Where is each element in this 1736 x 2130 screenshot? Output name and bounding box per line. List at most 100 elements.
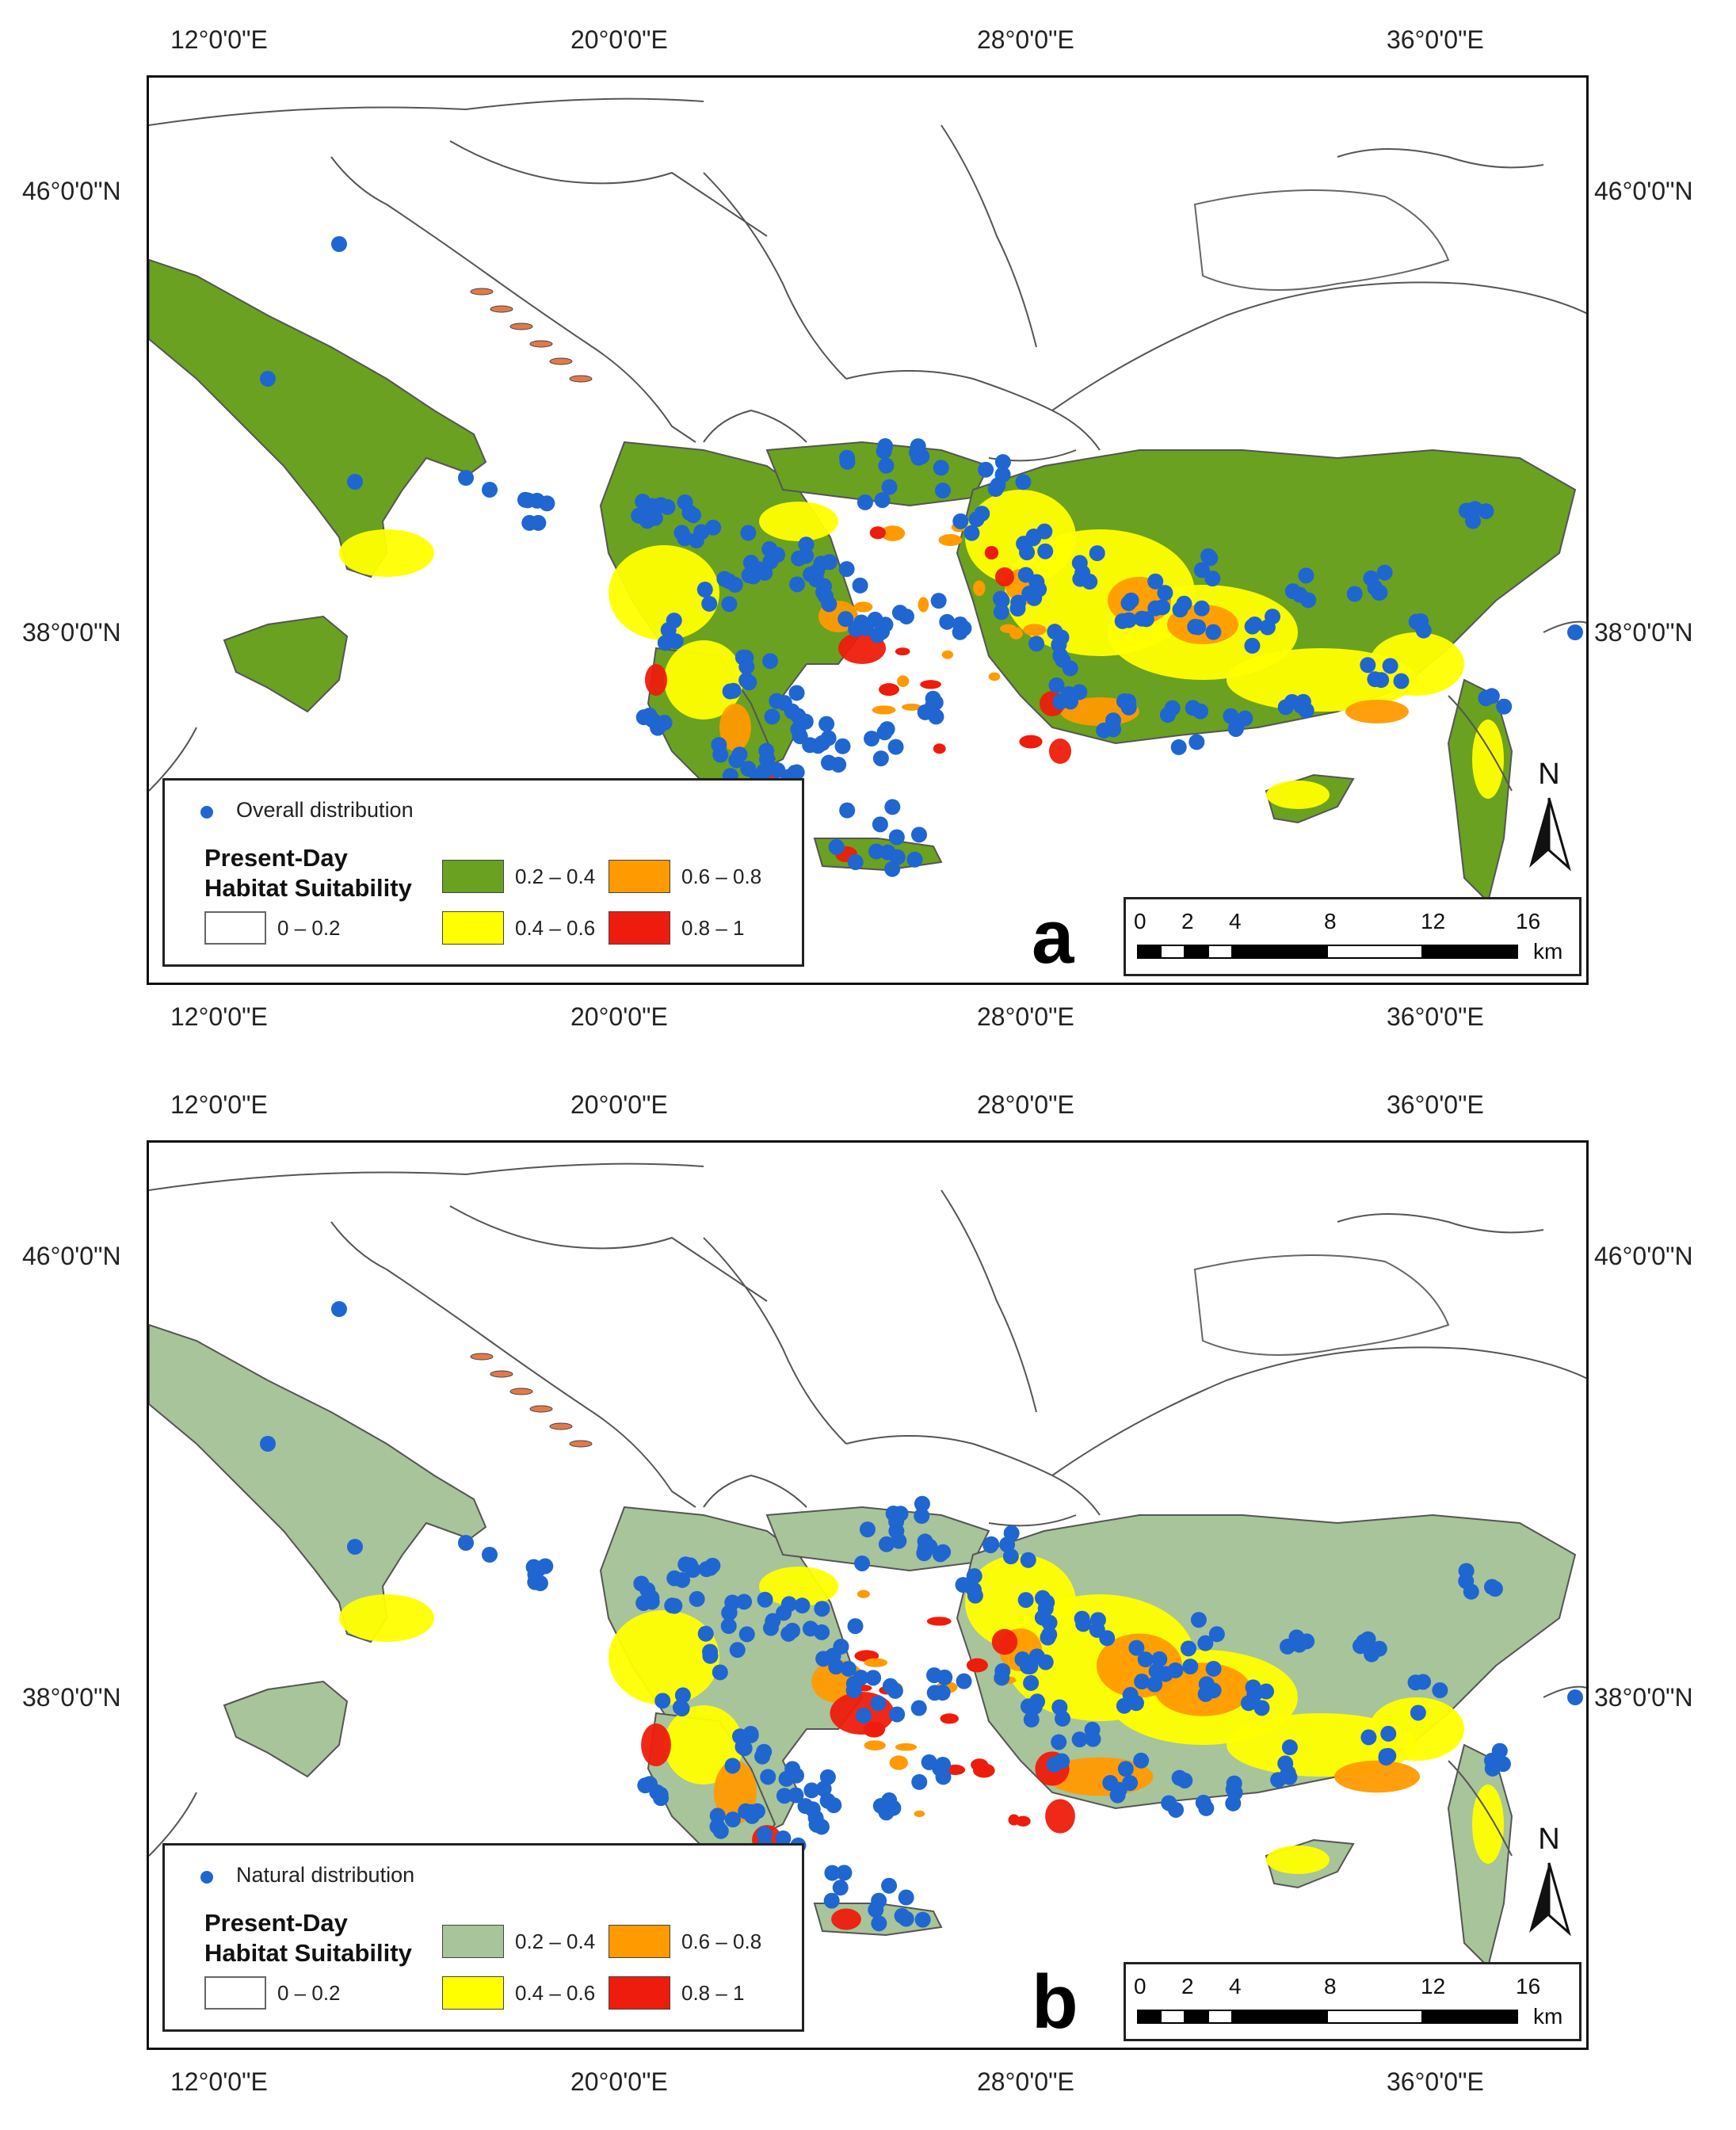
island xyxy=(864,1740,886,1751)
occurrence-point xyxy=(1037,1654,1054,1670)
occurrence-point xyxy=(527,1574,544,1590)
occurrence-point xyxy=(1037,1600,1054,1617)
occurrence-point xyxy=(877,616,894,633)
occurrence-point xyxy=(643,1594,660,1610)
occurrence-point xyxy=(1496,698,1513,715)
panel-letter: a xyxy=(1032,895,1074,979)
lon-label-bottom: 36°0'0"E xyxy=(1387,1002,1484,1031)
occurrence-point xyxy=(780,1596,797,1613)
occurrence-point xyxy=(1089,545,1105,562)
occurrence-point xyxy=(1147,573,1164,590)
occurrence-point xyxy=(926,1685,943,1701)
occurrence-point xyxy=(1102,1774,1119,1791)
occurrence-point xyxy=(821,596,837,613)
suitability-patch-yellow xyxy=(609,1610,719,1705)
suitability-region xyxy=(223,1680,349,1778)
scale-tick-label: 0 xyxy=(1134,1974,1147,1998)
occurrence-point xyxy=(917,1540,933,1557)
lon-label-top: 36°0'0"E xyxy=(1387,25,1484,54)
suitability-patch-yellow xyxy=(339,1594,434,1642)
occurrence-point xyxy=(672,1699,689,1716)
suitability-patch-red xyxy=(995,567,1014,586)
occurrence-point xyxy=(649,1784,666,1800)
legend-class-label: 0.4 – 0.6 xyxy=(515,1981,596,2005)
occurrence-point xyxy=(1148,1662,1165,1679)
occurrence-point xyxy=(731,746,748,763)
occurrence-point xyxy=(872,816,888,833)
island xyxy=(853,601,873,613)
island xyxy=(984,545,999,560)
country-border xyxy=(1448,695,1513,792)
occurrence-point xyxy=(789,576,806,593)
occurrence-point xyxy=(926,1667,943,1684)
map-canvas xyxy=(149,1162,1586,1968)
suitability-patch-yellow xyxy=(664,640,743,720)
occurrence-point xyxy=(1226,1775,1242,1792)
occurrence-point xyxy=(776,1788,792,1804)
occurrence-point xyxy=(711,737,727,754)
country-border xyxy=(449,1205,768,1302)
suitability-patch-orange xyxy=(1345,700,1409,723)
occurrence-point xyxy=(727,576,743,593)
country-border xyxy=(592,346,696,443)
occurrence-point xyxy=(1484,1760,1501,1777)
occurrence-point xyxy=(990,477,1006,494)
country-border xyxy=(1543,620,1586,633)
scale-segment xyxy=(1326,2010,1423,2024)
lat-label-left: 38°0'0"N xyxy=(22,1683,121,1712)
occurrence-point xyxy=(1023,1712,1040,1728)
occurrence-point xyxy=(644,498,661,514)
occurrence-point xyxy=(709,1818,726,1834)
island xyxy=(509,1388,533,1395)
occurrence-point xyxy=(828,838,845,855)
occurrence-point xyxy=(769,762,786,779)
island xyxy=(470,288,494,296)
occurrence-point xyxy=(823,1892,840,1909)
country-border xyxy=(1051,1475,1101,1516)
occurrence-point xyxy=(1020,1552,1036,1568)
scale-bar-graphic xyxy=(1137,945,1518,959)
occurrence-point xyxy=(704,1557,721,1574)
occurrence-point xyxy=(811,1817,828,1834)
occurrence-point xyxy=(914,1508,930,1525)
occurrence-point xyxy=(864,731,880,747)
occurrence-point xyxy=(260,1436,276,1452)
occurrence-point xyxy=(855,1708,872,1724)
legend-swatch xyxy=(609,860,670,893)
scale-segment xyxy=(1184,2010,1209,2024)
map-panel-b: 12°0'0"E 20°0'0"E 28°0'0"E 36°0'0"E 12°0'0"E… xyxy=(0,1065,1736,2130)
occurrence-point xyxy=(762,653,779,670)
occurrence-point xyxy=(260,371,276,387)
scale-unit: km xyxy=(1533,939,1563,964)
country-border xyxy=(1543,1685,1586,1698)
occurrence-point xyxy=(1204,571,1221,587)
island xyxy=(470,1353,494,1361)
occurrence-point xyxy=(664,1598,681,1614)
country-border xyxy=(1448,1760,1513,1857)
occurrence-point xyxy=(788,764,805,781)
island xyxy=(920,680,941,689)
occurrence-point xyxy=(1190,619,1207,636)
occurrence-point xyxy=(914,1495,930,1512)
occurrence-point xyxy=(1151,1651,1168,1667)
occurrence-point xyxy=(928,708,944,725)
occurrence-point xyxy=(952,616,968,633)
occurrence-point xyxy=(889,1706,906,1723)
island xyxy=(933,743,946,754)
lat-label-right: 38°0'0"N xyxy=(1594,618,1693,647)
occurrence-point xyxy=(1105,712,1122,729)
occurrence-point xyxy=(820,754,837,771)
suitability-patch-orange xyxy=(1334,1760,1420,1793)
occurrence-point xyxy=(1208,1626,1225,1643)
occurrence-point xyxy=(697,1625,714,1642)
legend-swatch xyxy=(442,1976,504,2010)
island xyxy=(569,375,593,383)
occurrence-point xyxy=(1478,503,1494,520)
occurrence-point xyxy=(881,1877,898,1894)
occurrence-point xyxy=(644,712,661,728)
occurrence-point xyxy=(965,1582,982,1598)
lon-label-top: 28°0'0"E xyxy=(977,25,1074,54)
scale-tick-label: 2 xyxy=(1181,1974,1194,1998)
lon-label-bottom: 12°0'0"E xyxy=(170,2067,268,2096)
north-arrow-icon: N xyxy=(1529,1823,1571,1937)
